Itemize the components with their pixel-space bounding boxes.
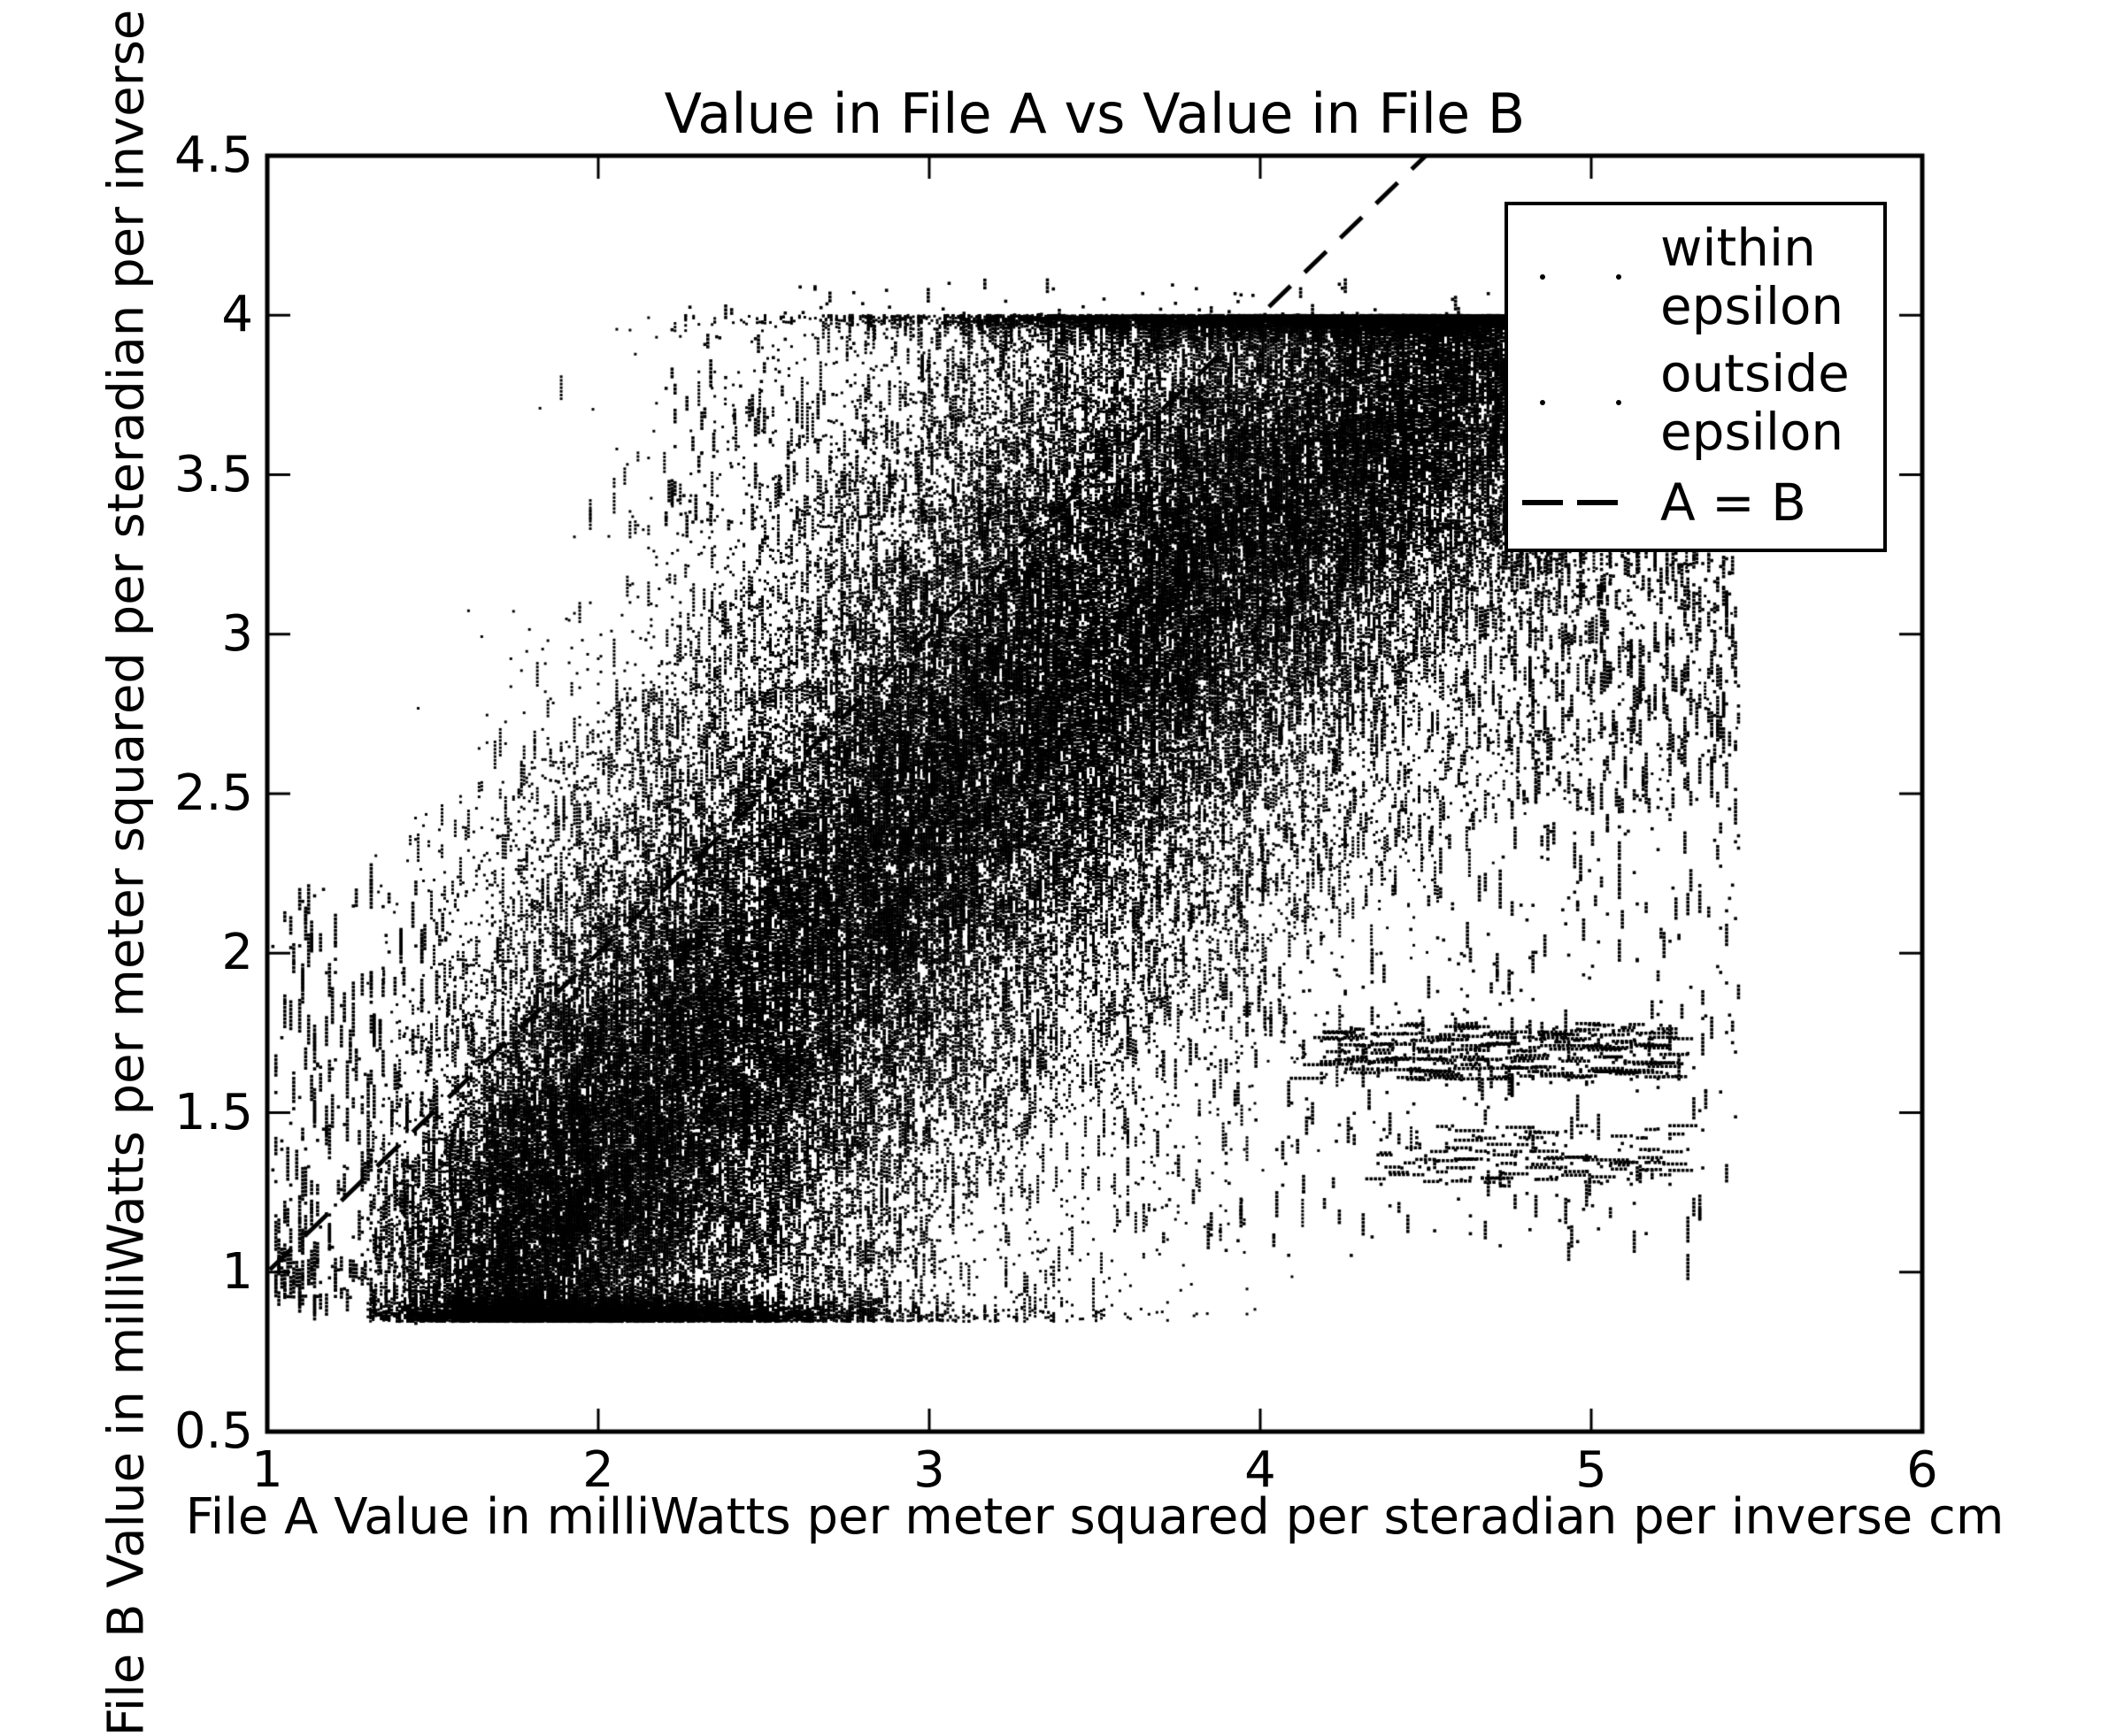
y-tick-label: 4.5 — [173, 127, 253, 184]
x-tick-label: 3 — [913, 1441, 945, 1499]
x-tick-label: 6 — [1906, 1441, 1938, 1499]
y-tick-label: 4 — [221, 286, 253, 344]
x-tick-label: 5 — [1575, 1441, 1607, 1499]
x-axis-label: File A Value in milliWatts per meter squ… — [185, 1488, 2005, 1546]
y-tick-label: 0.5 — [173, 1402, 253, 1460]
legend: within epsilon outside epsilon A = B — [1504, 202, 1887, 552]
y-axis-label: File B Value in milliWatts per meter squ… — [97, 0, 156, 1736]
legend-label: A = B — [1660, 472, 1806, 533]
legend-entry-identity: A = B — [1508, 465, 1883, 540]
y-tick-label: 3 — [221, 604, 253, 663]
y-tick-label: 2 — [221, 924, 253, 982]
scatter-dots-marker-icon — [1508, 340, 1660, 465]
legend-label: within epsilon — [1660, 218, 1844, 336]
legend-entry-within: within epsilon — [1508, 214, 1883, 340]
x-tick-label: 2 — [582, 1441, 614, 1499]
y-tick-label: 1.5 — [173, 1083, 253, 1141]
dashed-line-marker-icon — [1508, 465, 1660, 540]
legend-label: outside epsilon — [1660, 343, 1850, 462]
x-tick-label: 1 — [251, 1441, 283, 1499]
page-title: Value in File A vs Value in File B — [664, 81, 1526, 146]
y-tick-label: 1 — [221, 1242, 253, 1301]
legend-entry-outside: outside epsilon — [1508, 340, 1883, 465]
y-tick-label: 2.5 — [173, 764, 253, 822]
scatter-dots-marker-icon — [1508, 214, 1660, 340]
y-tick-label: 3.5 — [173, 445, 253, 503]
x-tick-label: 4 — [1244, 1441, 1276, 1499]
